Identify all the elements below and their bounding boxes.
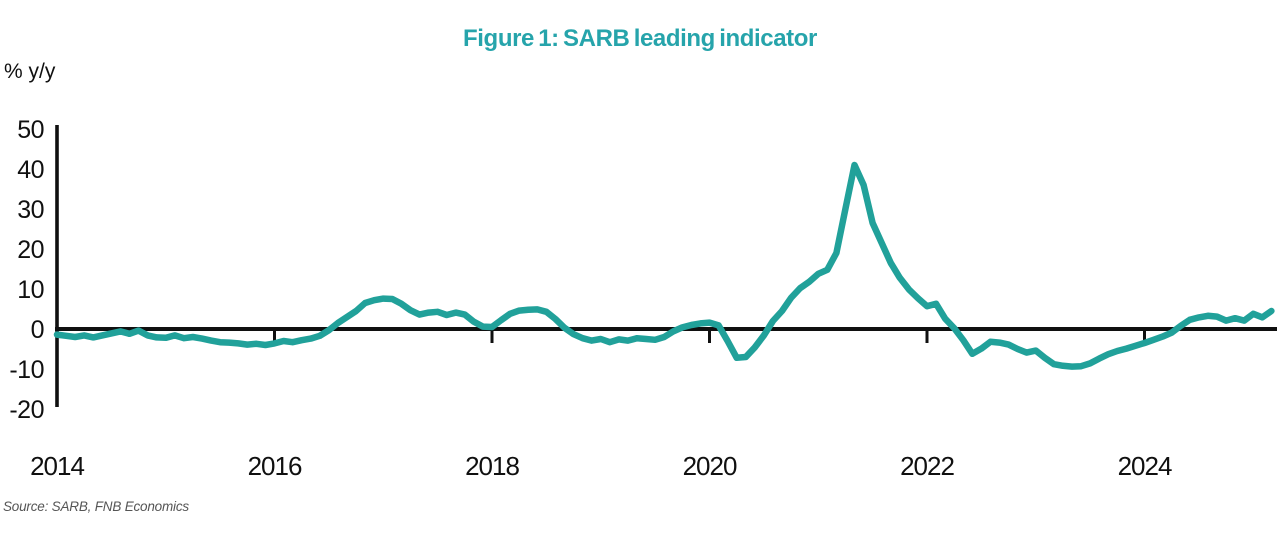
source-note: Source: SARB, FNB Economics (3, 499, 189, 514)
y-tick-label: 40 (17, 156, 44, 184)
indicator-line (53, 161, 1275, 370)
x-tick-label: 2016 (248, 451, 302, 481)
y-tick-label: 20 (17, 236, 44, 264)
y-tick-label: 30 (17, 196, 44, 224)
y-tick-label: -20 (9, 396, 44, 424)
y-tick-label: 50 (17, 116, 44, 144)
x-tick-label: 2024 (1118, 451, 1172, 481)
x-tick-label: 2018 (465, 451, 519, 481)
x-tick-label: 2020 (683, 451, 737, 481)
x-tick-label: 2014 (30, 451, 84, 481)
figure-title: Figure 1: SARB leading indicator (463, 25, 817, 52)
x-tick-label: 2022 (900, 451, 954, 481)
y-tick-label: 0 (31, 316, 44, 344)
y-tick-label: -10 (9, 356, 44, 384)
y-tick-label: 10 (17, 276, 44, 304)
y-axis-unit-label: % y/y (4, 60, 56, 83)
